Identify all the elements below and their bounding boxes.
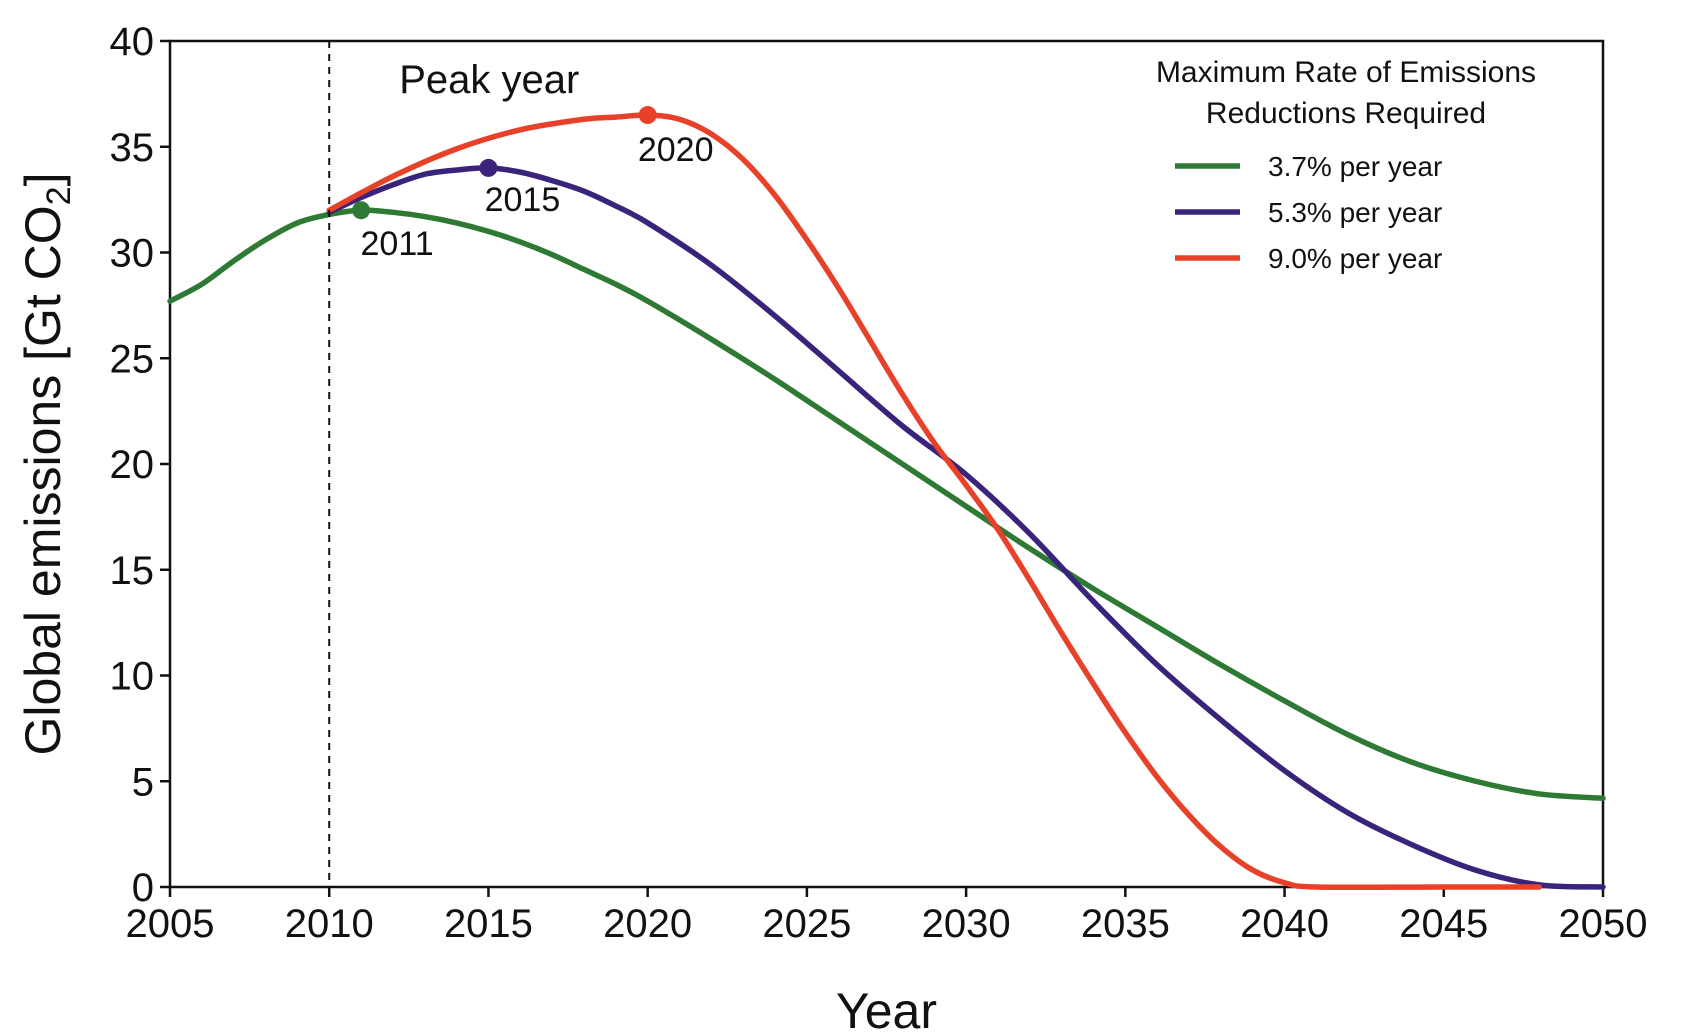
legend-label-1: 3.7% per year (1268, 151, 1442, 182)
axes-layer: 2005 2010 2015 2020 2025 2030 2035 2040 2045 2050… (15, 20, 1647, 1036)
series-line-2 (326, 165, 1606, 890)
y-axis-title-end: ] (15, 173, 71, 187)
x-tick-label: 2015 (444, 902, 533, 946)
y-tick-label: 15 (110, 549, 155, 593)
legend-label-3: 9.0% per year (1268, 243, 1442, 274)
y-axis-title-subscript: 2 (40, 186, 78, 205)
x-tick-label: 2050 (1559, 902, 1648, 946)
series-line-3 (326, 112, 1543, 891)
x-tick-label: 2005 (126, 902, 215, 946)
series-line-1 (167, 207, 1606, 801)
peak-marker-2011 (352, 201, 371, 220)
y-tick-label: 35 (110, 126, 155, 170)
y-axis-title-main: Global emissions [Gt CO (15, 205, 71, 755)
y-tick-label: 5 (132, 760, 154, 804)
x-tick-label: 2045 (1399, 902, 1488, 946)
peak-marker-2020 (638, 106, 657, 125)
y-axis-title: Global emissions [Gt CO2] (15, 173, 78, 756)
x-tick-label: 2035 (1081, 902, 1170, 946)
x-axis-title: Year (836, 983, 937, 1036)
legend-title-line: Reductions Required (1206, 97, 1486, 130)
y-tick-label: 0 (132, 866, 154, 910)
peak-label-2011: 2011 (361, 225, 434, 263)
legend-label-2: 5.3% per year (1268, 197, 1442, 228)
annotation-layer: Peak year 2011 2015 2020 (328, 41, 714, 887)
x-tick-label: 2040 (1240, 902, 1329, 946)
series-layer (167, 112, 1606, 891)
legend-title-line: Maximum Rate of Emissions (1156, 56, 1536, 89)
peak-label-2020: 2020 (638, 131, 714, 169)
peak-label-2015: 2015 (485, 181, 561, 219)
y-tick-label: 25 (110, 337, 155, 381)
y-tick-label: 40 (110, 20, 155, 64)
y-tick-label: 20 (110, 443, 155, 487)
y-tick-label: 10 (110, 655, 155, 699)
y-tick-label: 30 (110, 232, 155, 276)
legend: Maximum Rate of Emissions Reductions Requ… (1156, 56, 1536, 274)
peak-marker-2015 (479, 158, 498, 177)
x-tick-label: 2030 (922, 902, 1011, 946)
x-tick-label: 2010 (285, 902, 374, 946)
x-tick-label: 2020 (603, 902, 692, 946)
x-tick-label: 2025 (762, 902, 851, 946)
peak-year-annotation: Peak year (399, 58, 579, 102)
